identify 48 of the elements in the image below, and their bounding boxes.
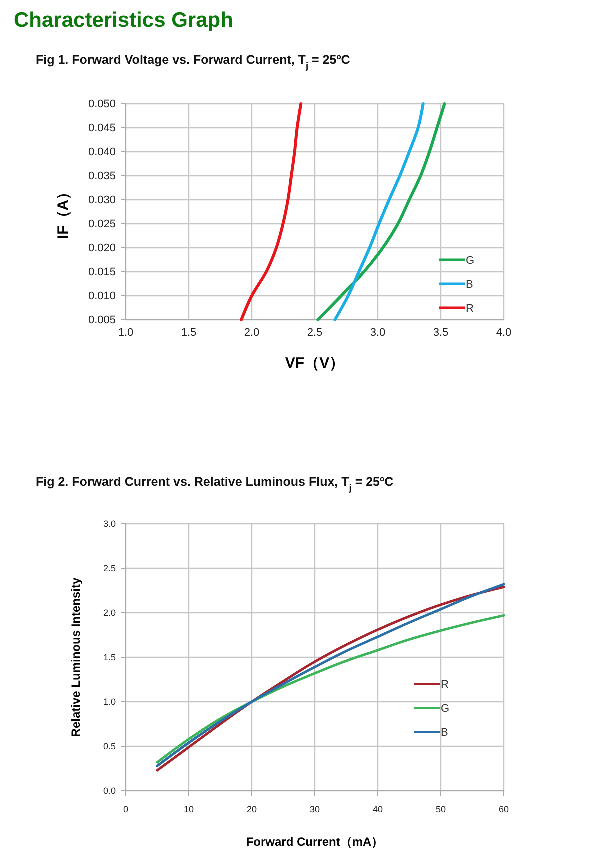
y-tick-label: 0.045 [88, 122, 116, 135]
y-tick-label: 1.5 [103, 652, 116, 662]
x-tick-label: 50 [436, 804, 446, 814]
x-tick-label: 1.5 [181, 326, 197, 339]
x-tick-label: 20 [246, 804, 258, 814]
x-tick-label: 60 [498, 804, 510, 814]
x-tick-label: 40 [372, 804, 384, 814]
y-tick-label: 0.015 [88, 266, 116, 279]
y-tick-label: 2.0 [103, 608, 116, 618]
y-tick-label: 2.5 [103, 563, 116, 574]
y-tick-label: 0.025 [88, 218, 116, 231]
legend-label: R [441, 679, 449, 692]
x-tick-label: 10 [184, 804, 194, 814]
x-tick-label: 0 [123, 804, 129, 814]
y-tick-label: 1.0 [103, 696, 116, 707]
legend-label: R [466, 303, 474, 315]
y-tick-label: 0.050 [88, 98, 116, 111]
legend-label: G [466, 255, 475, 267]
x-tick-label: 4.0 [496, 326, 512, 339]
x-tick-label: 3.5 [433, 326, 449, 339]
y-tick-label: 0.5 [103, 741, 116, 752]
y-tick-label: 0.035 [88, 170, 116, 183]
y-tick-label: 0.020 [88, 242, 116, 255]
y-tick-label: 0.005 [88, 314, 116, 327]
chart-title: Fig 2. Forward Current vs. Relative Luminous Flux, T$_{j}$ = 25ºC [36, 475, 394, 493]
line-series [316, 102, 446, 322]
line-series [240, 102, 303, 322]
legend-label: G [441, 703, 450, 716]
y-tick-label: 0.0 [103, 786, 116, 796]
y-tick-label: 0.040 [88, 146, 116, 159]
x-tick-label: 2.0 [244, 326, 260, 339]
legend-label: B [466, 279, 474, 291]
y-tick-label: 0.010 [88, 290, 116, 303]
y-tick-label: 0.030 [88, 194, 116, 207]
chart-title: Characteristics Graph [14, 9, 234, 32]
x-axis-title: Forward Current（mA） [246, 835, 384, 849]
legend-label: B [441, 727, 448, 740]
x-tick-label: 30 [310, 804, 320, 814]
x-tick-label: 3.0 [370, 326, 386, 339]
chart-subtitle: Fig 1. Forward Voltage vs. Forward Current, T$_{j}$ = 25ºC [36, 53, 350, 71]
y-axis-title: Relative Luminous Intensity [69, 578, 83, 738]
y-axis-title: IF（A） [55, 184, 72, 240]
line-series [156, 614, 506, 764]
x-tick-label: 2.5 [307, 326, 323, 339]
y-tick-label: 3.0 [103, 518, 116, 529]
x-axis-title: VF（V） [285, 355, 345, 372]
x-tick-label: 1.0 [118, 326, 134, 339]
line-series [334, 102, 425, 322]
